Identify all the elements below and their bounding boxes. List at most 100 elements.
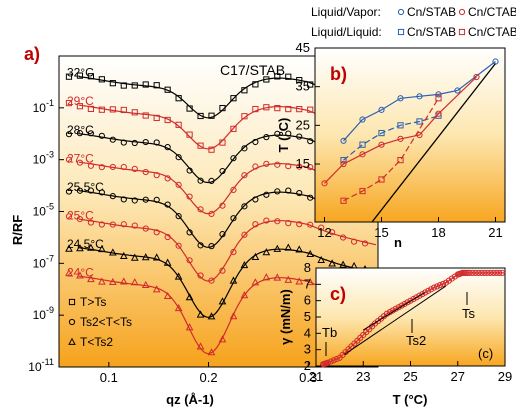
- data-point: [397, 95, 404, 102]
- y-axis-label: γ (mN/m): [278, 289, 293, 345]
- legend-marker: [397, 28, 405, 36]
- data-point: [296, 106, 303, 113]
- data-point: [296, 189, 303, 197]
- data-point: [359, 116, 366, 123]
- series-label: 29°C: [67, 94, 94, 108]
- data-point: [130, 253, 139, 261]
- data-point: [76, 244, 84, 252]
- data-point: [142, 112, 149, 119]
- data-point: [306, 249, 315, 258]
- y-tick-label: 10-1: [33, 98, 54, 115]
- data-point: [87, 130, 95, 137]
- data-point: [473, 73, 480, 81]
- legend-marker: [458, 28, 466, 36]
- data-point: [262, 273, 271, 281]
- data-point: [186, 167, 193, 174]
- data-point: [475, 269, 482, 276]
- series-label: 25.5°C: [67, 180, 104, 194]
- series-label: 24.5°C: [67, 237, 104, 251]
- annotation-label: Ts: [462, 306, 476, 321]
- data-point: [484, 269, 491, 276]
- y-tick-label: 35: [296, 79, 310, 94]
- data-point: [274, 218, 281, 225]
- data-point: [141, 253, 150, 261]
- panel-label: a): [24, 44, 40, 64]
- data-point: [306, 278, 315, 286]
- data-point: [230, 95, 237, 102]
- data-point: [454, 87, 461, 94]
- series-line: [371, 63, 497, 223]
- data-point: [252, 81, 259, 88]
- data-point: [285, 73, 292, 80]
- data-point: [350, 238, 358, 245]
- series-label: 25°C: [67, 208, 94, 222]
- data-point: [65, 244, 73, 252]
- data-point: [307, 138, 314, 145]
- fit-curve: [78, 247, 377, 318]
- data-point: [469, 269, 476, 276]
- data-point: [436, 282, 444, 289]
- data-point: [76, 159, 84, 166]
- data-point: [87, 219, 95, 226]
- y-tick-label: 10-11: [28, 357, 54, 374]
- data-point: [413, 294, 420, 301]
- data-point: [433, 283, 441, 290]
- data-point: [340, 234, 347, 241]
- data-point: [108, 248, 117, 256]
- data-point: [425, 287, 432, 294]
- data-point: [273, 273, 282, 281]
- data-point: [340, 157, 347, 164]
- fit-curve: [78, 218, 377, 282]
- data-point: [252, 196, 259, 203]
- data-point: [274, 73, 281, 80]
- x-axis-label: qz (Å-1): [166, 392, 214, 407]
- data-point: [76, 187, 84, 194]
- data-point: [65, 73, 73, 80]
- data-point: [109, 106, 116, 113]
- data-point: [87, 73, 95, 80]
- annotation-label: Ts2: [406, 333, 426, 348]
- data-point: [296, 163, 303, 170]
- data-point: [109, 136, 116, 143]
- data-point: [251, 278, 260, 286]
- data-point: [186, 105, 193, 112]
- data-point: [273, 244, 282, 252]
- data-point: [98, 164, 105, 171]
- data-point: [307, 164, 314, 171]
- data-point: [142, 225, 149, 232]
- data-point: [318, 224, 325, 231]
- series-label: 28°C: [67, 123, 94, 137]
- data-point: [252, 221, 259, 228]
- data-point: [262, 248, 271, 256]
- data-point: [76, 130, 84, 137]
- y-tick-label: 10-9: [33, 305, 54, 322]
- series-label: 27°C: [67, 151, 94, 165]
- legend-entry: Cn/STAB: [407, 25, 456, 39]
- series-line: [343, 61, 496, 142]
- data-point: [174, 272, 183, 280]
- data-point: [175, 213, 182, 220]
- data-point: [197, 112, 204, 120]
- data-point: [401, 300, 408, 308]
- data-point: [65, 213, 73, 220]
- data-point: [153, 139, 160, 146]
- data-point: [472, 269, 479, 276]
- data-point: [359, 187, 366, 195]
- data-point: [152, 285, 161, 293]
- data-point: [328, 259, 336, 267]
- data-point: [378, 129, 385, 137]
- data-point: [241, 172, 248, 179]
- data-point: [295, 245, 304, 253]
- data-point: [87, 162, 95, 169]
- data-point: [119, 251, 128, 260]
- data-point: [333, 355, 340, 363]
- y-axis-label: T (°C): [276, 118, 291, 153]
- data-point: [76, 72, 84, 79]
- data-point: [285, 187, 292, 194]
- data-point: [274, 130, 281, 137]
- data-point: [327, 358, 334, 365]
- legend-row-title: Liquid/Vapor:: [311, 5, 381, 19]
- data-point: [263, 160, 270, 167]
- data-point: [164, 86, 171, 93]
